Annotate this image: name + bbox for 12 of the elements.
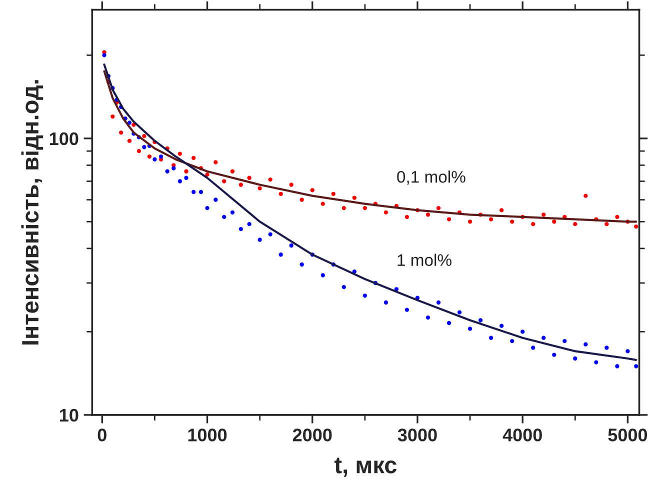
y-tick-label: 10 xyxy=(60,408,78,422)
x-tick-label: 0 xyxy=(98,428,106,442)
x-tick-label: 2000 xyxy=(292,428,332,442)
series-label: 0,1 mol% xyxy=(397,170,466,185)
x-axis-title: t, мкс xyxy=(334,458,397,477)
x-tick-label: 4000 xyxy=(502,428,542,442)
y-axis-title: Інтенсивність, відн.од. xyxy=(21,80,44,345)
x-tick-label: 5000 xyxy=(608,428,648,442)
series-label: 1 mol% xyxy=(398,254,452,266)
x-tick-label: 3000 xyxy=(398,428,437,442)
x-tick-label: 1000 xyxy=(188,428,227,442)
y-tick-label: 100 xyxy=(50,132,78,146)
